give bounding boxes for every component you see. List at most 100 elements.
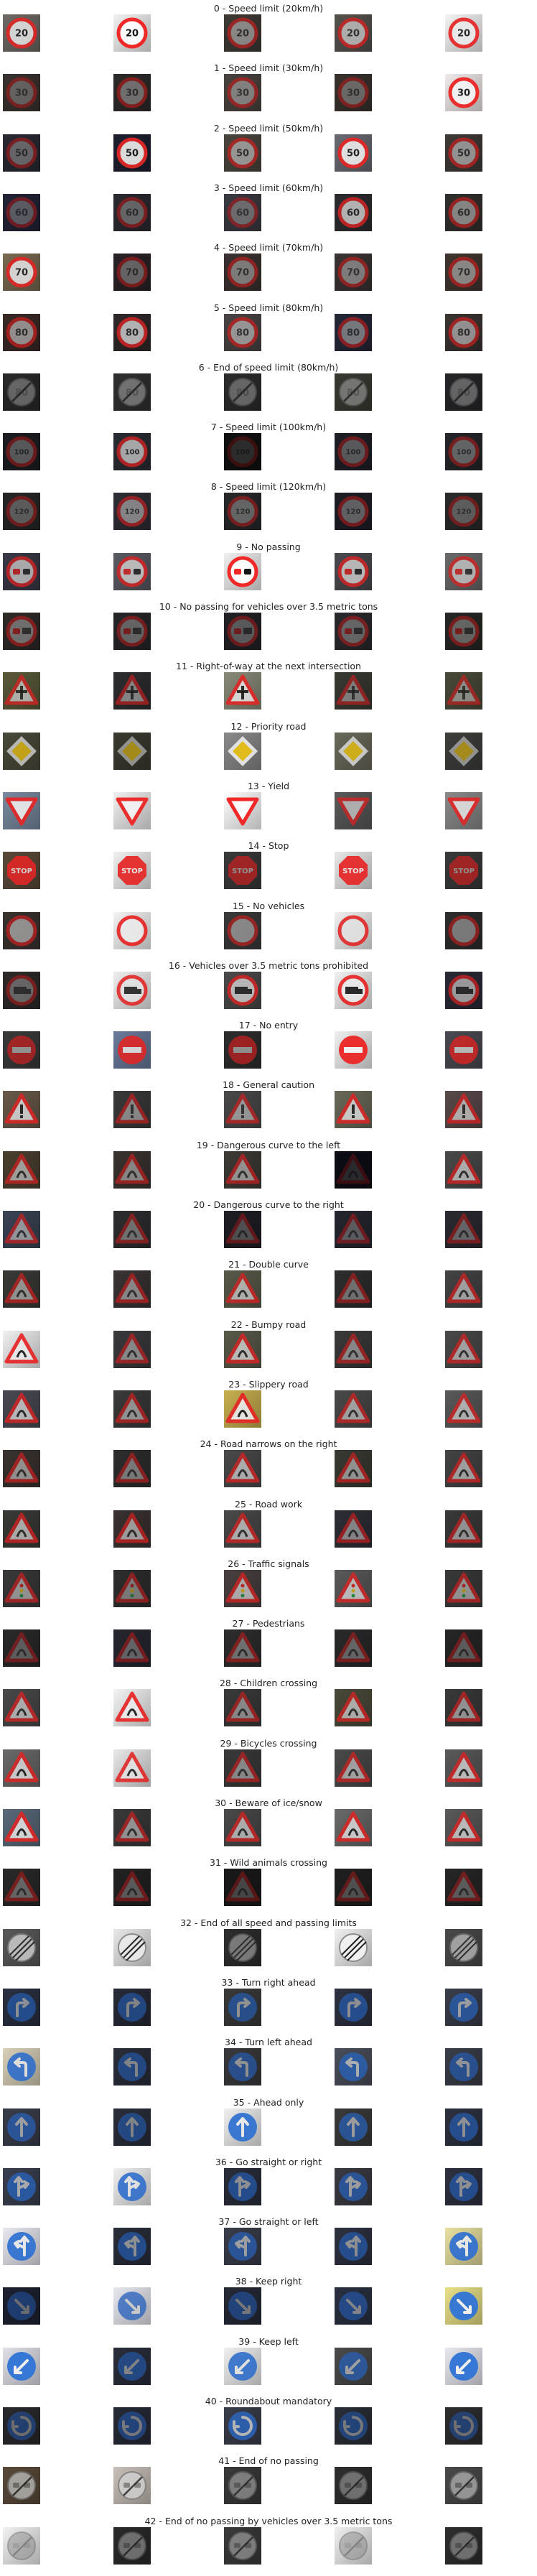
sign-sample-image <box>335 971 372 1009</box>
sign-sample-image: 100 <box>113 433 151 471</box>
sign-sample-image <box>445 971 482 1009</box>
sign-sample-image <box>335 1749 372 1787</box>
svg-text:50: 50 <box>457 148 470 159</box>
sign-sample-image <box>113 2167 151 2205</box>
class-title: 42 - End of no passing by vehicles over … <box>144 2515 393 2526</box>
sign-sample-image <box>224 2287 261 2325</box>
svg-text:80: 80 <box>347 327 360 338</box>
sign-sample-image <box>113 2347 151 2385</box>
sign-sample-image <box>335 1390 372 1428</box>
sign-sample-image <box>113 1809 151 1846</box>
sign-sample-image: 100 <box>224 433 261 471</box>
sign-sample-image <box>445 613 482 650</box>
sign-sample-image <box>113 2048 151 2086</box>
sign-sample-image <box>224 1569 261 1607</box>
class-row: 12 - Priority road <box>0 718 537 778</box>
svg-text:70: 70 <box>347 268 360 279</box>
class-row: 28 - Children crossing <box>0 1675 537 1734</box>
sign-sample-image: 60 <box>113 193 151 231</box>
sign-sample-image <box>445 1928 482 1966</box>
sign-sample-image <box>445 1510 482 1548</box>
class-row: 2 - Speed limit (50km/h) 50 50 50 50 50 <box>0 120 537 180</box>
sign-sample-image <box>224 613 261 650</box>
sign-sample-image <box>224 1629 261 1668</box>
svg-text:80: 80 <box>15 327 28 338</box>
sign-sample-image <box>113 1928 151 1966</box>
class-title: 28 - Children crossing <box>219 1678 318 1689</box>
sign-sample-image: STOP <box>445 852 482 890</box>
svg-text:70: 70 <box>457 268 470 279</box>
sign-sample-image <box>335 1450 372 1488</box>
sign-sample-image <box>445 2108 482 2146</box>
class-row: 0 - Speed limit (20km/h) 20 20 20 20 20 <box>0 0 537 60</box>
sign-sample-image <box>445 2048 482 2086</box>
sign-sample-image <box>3 2108 40 2146</box>
sign-sample-image <box>3 672 40 710</box>
svg-text:80: 80 <box>347 388 360 399</box>
sign-sample-image <box>445 552 482 590</box>
sign-sample-image <box>3 2526 40 2565</box>
sign-sample-image <box>224 1809 261 1846</box>
svg-text:20: 20 <box>236 29 249 39</box>
class-title: 24 - Road narrows on the right <box>200 1438 337 1450</box>
class-title: 27 - Pedestrians <box>232 1618 305 1629</box>
svg-text:70: 70 <box>15 268 28 279</box>
class-title: 33 - Turn right ahead <box>221 1976 316 1988</box>
sign-sample-image <box>445 2407 482 2445</box>
svg-text:30: 30 <box>236 88 249 99</box>
sign-sample-image: 50 <box>3 134 40 172</box>
sign-sample-image <box>3 1869 40 1907</box>
sign-sample-image <box>335 552 372 590</box>
class-row: 31 - Wild animals crossing <box>0 1854 537 1914</box>
sign-sample-image <box>224 1390 261 1428</box>
sign-sample-image <box>335 2167 372 2205</box>
sign-sample-image: STOP <box>3 852 40 890</box>
svg-text:80: 80 <box>126 327 139 338</box>
sign-sample-image <box>113 1510 151 1548</box>
svg-text:60: 60 <box>457 208 470 219</box>
sign-sample-image <box>445 2467 482 2505</box>
sign-sample-image <box>335 1809 372 1846</box>
class-title: 15 - No vehicles <box>232 900 305 911</box>
class-row: 17 - No entry <box>0 1017 537 1077</box>
class-row: 1 - Speed limit (30km/h) 30 30 30 30 30 <box>0 60 537 119</box>
sign-sample-image <box>3 1270 40 1308</box>
svg-text:STOP: STOP <box>11 868 32 875</box>
sign-sample-image: 80 <box>335 373 372 411</box>
class-title: 5 - Speed limit (80km/h) <box>213 302 324 313</box>
sign-sample-image: STOP <box>224 852 261 890</box>
class-row: 21 - Double curve <box>0 1256 537 1316</box>
class-title: 30 - Beware of ice/snow <box>215 1798 322 1808</box>
sign-sample-image <box>445 1749 482 1787</box>
sign-sample-image <box>445 1031 482 1069</box>
sign-sample-image <box>113 1869 151 1907</box>
class-row: 33 - Turn right ahead <box>0 1974 537 2034</box>
svg-text:60: 60 <box>236 208 249 219</box>
svg-text:80: 80 <box>236 327 249 338</box>
class-title: 31 - Wild animals crossing <box>210 1857 327 1869</box>
sign-sample-image <box>445 1330 482 1368</box>
svg-text:70: 70 <box>126 268 139 279</box>
svg-text:80: 80 <box>126 388 139 399</box>
sign-sample-image <box>445 1270 482 1308</box>
class-title: 29 - Bicycles crossing <box>220 1737 317 1749</box>
sign-sample-image <box>3 911 40 949</box>
sign-sample-image <box>224 911 261 949</box>
class-title: 19 - Dangerous curve to the left <box>196 1139 341 1150</box>
svg-text:120: 120 <box>457 508 472 516</box>
class-title: 35 - Ahead only <box>233 2096 304 2108</box>
class-row: 23 - Slippery road <box>0 1376 537 1436</box>
sign-sample-image <box>3 613 40 650</box>
sign-sample-image <box>335 2228 372 2266</box>
sign-sample-image: 70 <box>113 254 151 292</box>
sign-sample-image <box>335 1330 372 1368</box>
sign-sample-image <box>113 672 151 710</box>
class-row: 24 - Road narrows on the right <box>0 1436 537 1495</box>
sign-sample-image <box>224 1749 261 1787</box>
sign-sample-image: 80 <box>3 373 40 411</box>
sign-sample-image <box>224 1211 261 1248</box>
class-row: 42 - End of no passing by vehicles over … <box>0 2513 537 2572</box>
class-row: 9 - No passing <box>0 539 537 598</box>
sign-sample-image <box>335 732 372 770</box>
sign-sample-image: 80 <box>113 313 151 351</box>
